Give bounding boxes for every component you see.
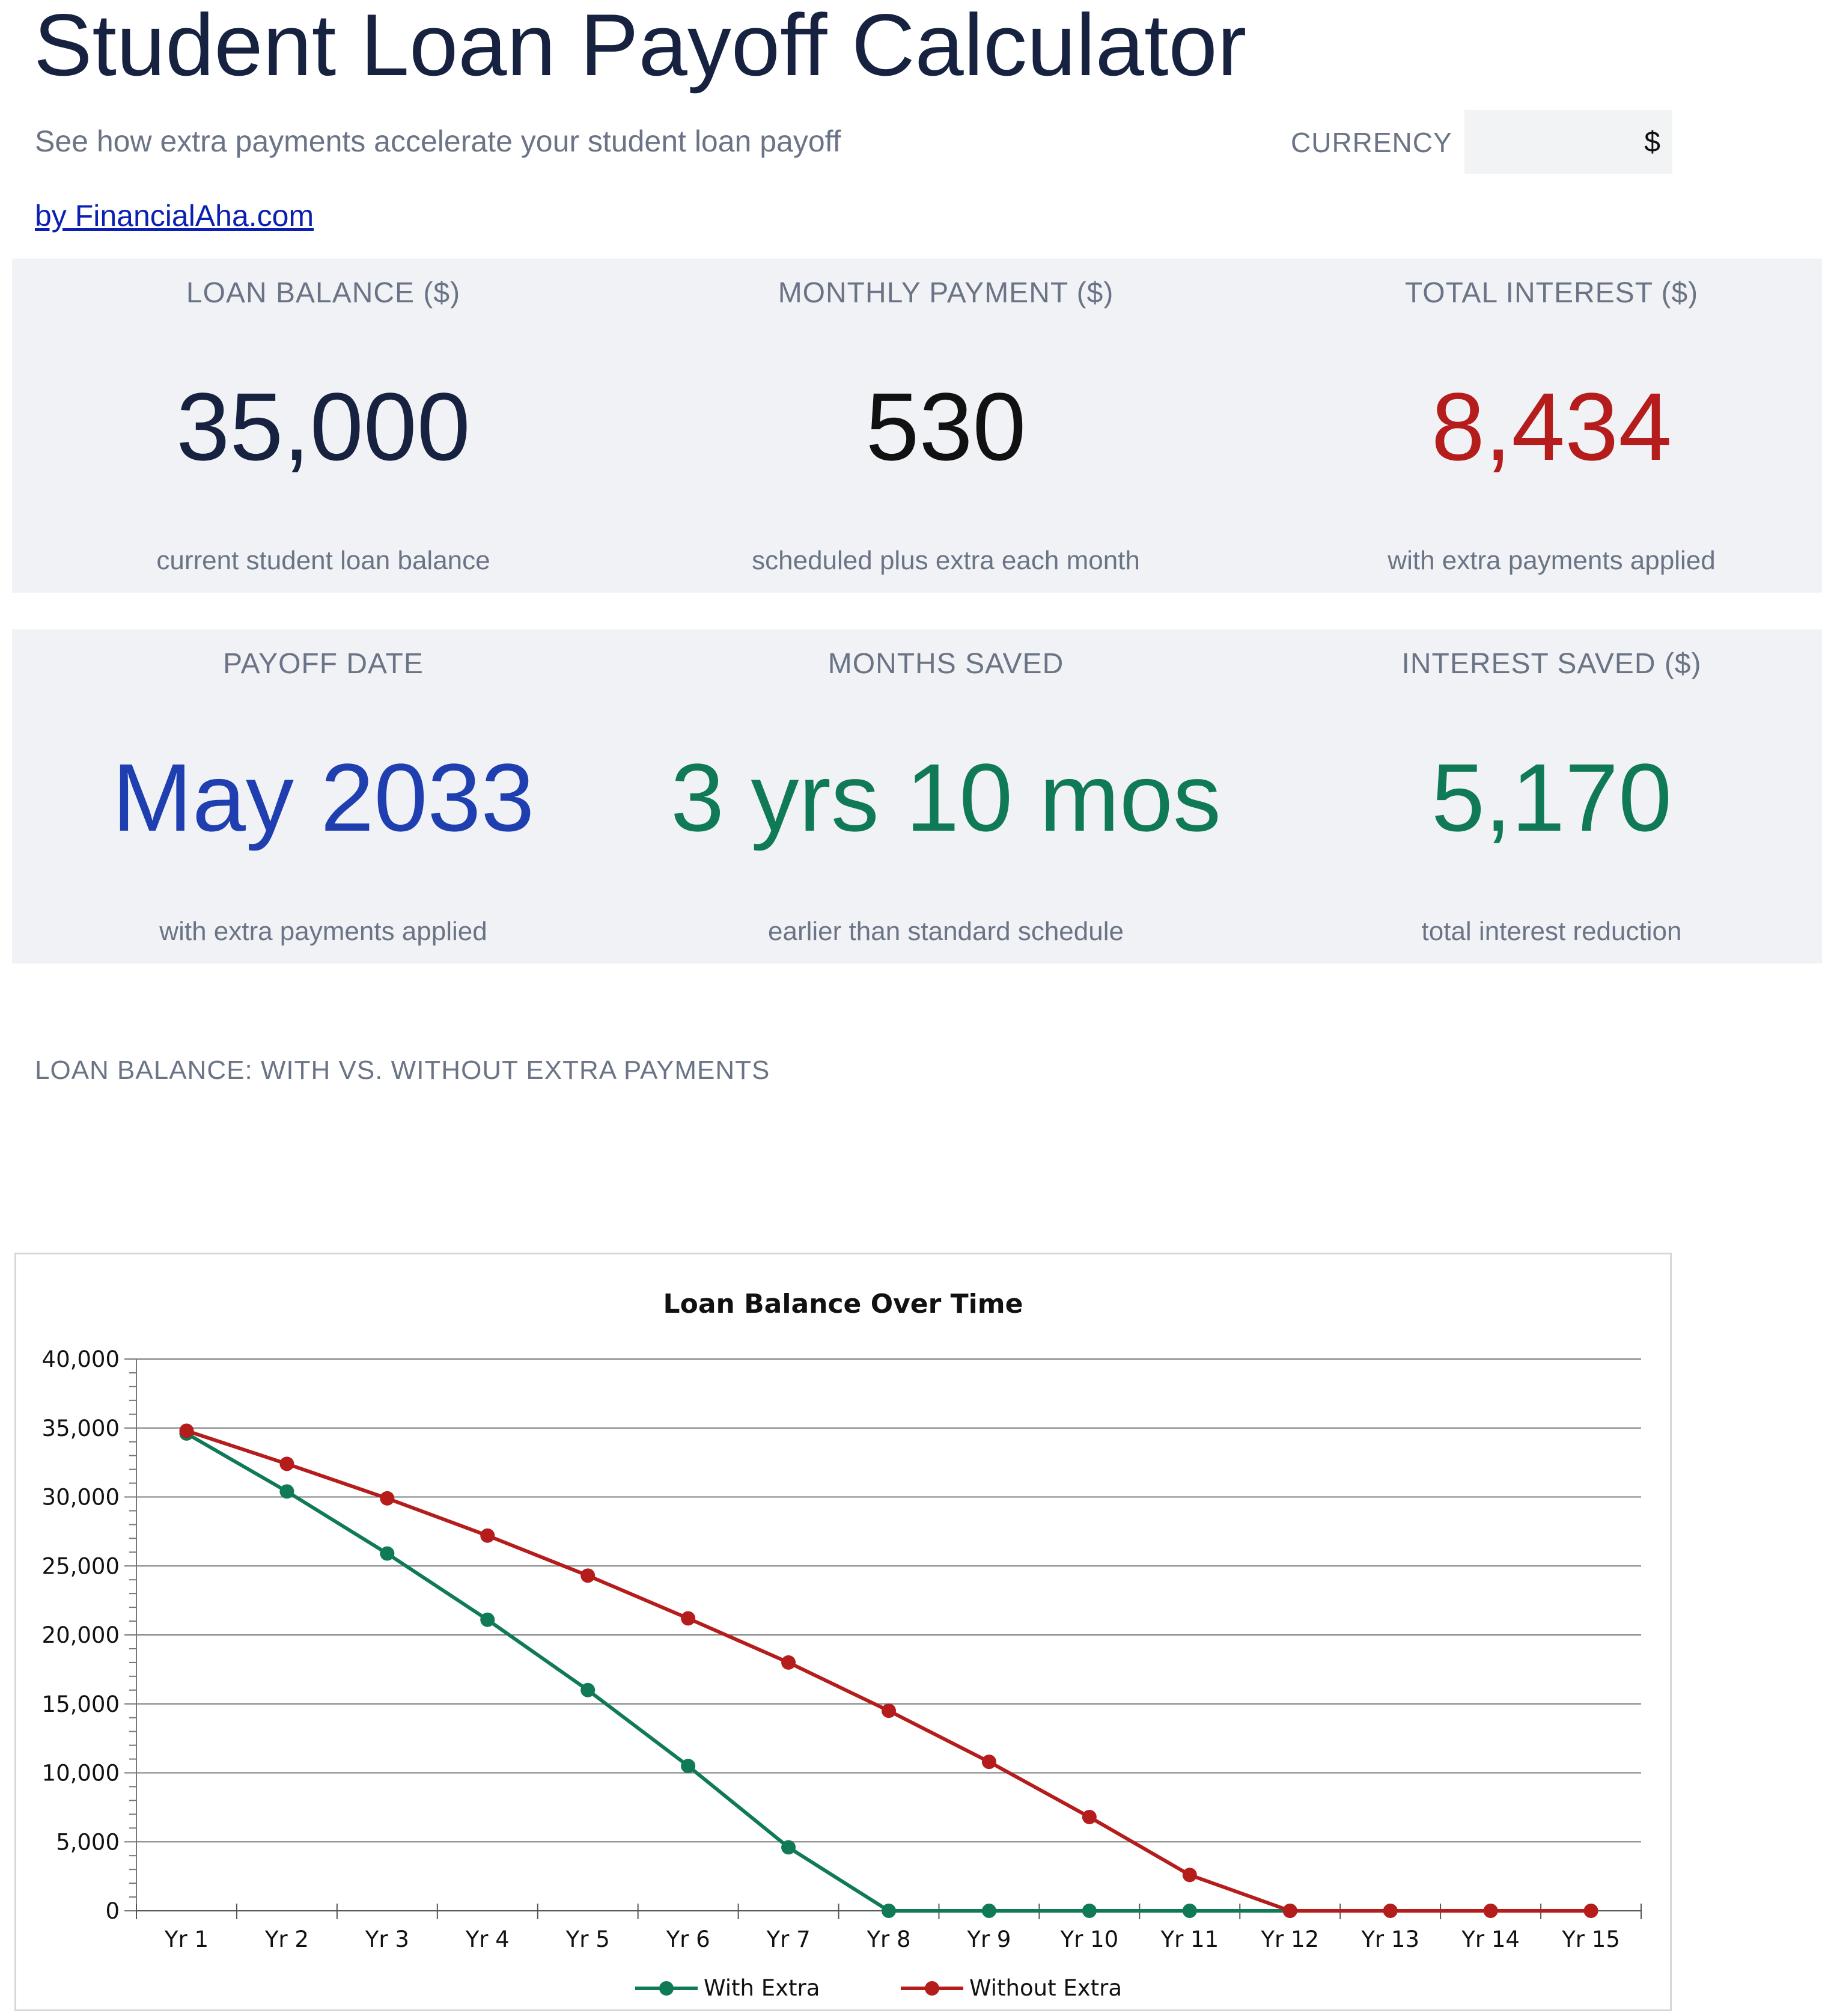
x-tick-label: Yr 12 [1260,1926,1319,1952]
y-tick-label: 0 [105,1898,120,1924]
page-subtitle: See how extra payments accelerate your s… [35,124,841,158]
months-saved-label: MONTHS SAVED [827,648,1064,680]
x-tick-label: Yr 3 [365,1926,409,1952]
data-point [981,1755,996,1770]
y-tick-label: 40,000 [42,1346,120,1372]
x-tick-label: Yr 14 [1461,1926,1520,1952]
interest-saved-label: INTEREST SAVED ($) [1401,648,1702,680]
total-interest-card: TOTAL INTEREST ($) 8,434 with extra paym… [1257,258,1822,593]
y-tick-label: 20,000 [42,1622,120,1648]
chart-title: Loan Balance Over Time [663,1289,1023,1319]
monthly-payment-card: MONTHLY PAYMENT ($) 530 scheduled plus e… [635,258,1257,593]
x-tick-label: Yr 5 [565,1926,610,1952]
total-interest-label: TOTAL INTEREST ($) [1404,277,1699,309]
legend-swatch-marker [925,1981,939,1996]
summary-panel-bottom: PAYOFF DATE May 2033 with extra payments… [12,629,1822,964]
data-point [179,1423,194,1438]
monthly-payment-value: 530 [865,373,1026,480]
total-interest-value: 8,434 [1431,373,1672,480]
currency-input[interactable] [1464,110,1672,174]
chart-canvas: Loan Balance Over Time 0 5,000 10,000 15,00… [42,1289,1642,2001]
x-tick-label: Yr 2 [264,1926,309,1952]
y-tick-label: 35,000 [42,1416,120,1441]
x-tick-label: Yr 13 [1360,1926,1419,1952]
x-tick-label: Yr 4 [465,1926,510,1952]
months-saved-value: 3 yrs 10 mos [671,744,1221,851]
x-tick-label: Yr 7 [766,1926,811,1952]
interest-saved-card: INTEREST SAVED ($) 5,170 total interest … [1257,629,1822,964]
total-interest-desc: with extra payments applied [1388,546,1716,575]
loan-balance-label: LOAN BALANCE ($) [186,277,461,309]
legend-label: With Extra [704,1975,820,2001]
monthly-payment-desc: scheduled plus extra each month [752,546,1140,575]
y-tick-label: 25,000 [42,1553,120,1579]
data-point [580,1568,596,1583]
data-point [1383,1904,1398,1918]
series-line [185,1432,1290,1913]
loan-balance-value: 35,000 [176,373,471,480]
data-point [882,1703,896,1718]
data-point [781,1840,796,1855]
data-point [1483,1904,1498,1918]
payoff-date-value: May 2033 [112,744,535,851]
page-title: Student Loan Payoff Calculator [34,0,1247,94]
monthly-payment-label: MONTHLY PAYMENT ($) [778,277,1114,309]
legend-label: Without Extra [969,1975,1122,2001]
data-point [882,1904,896,1918]
data-point [1082,1904,1097,1918]
data-point [1182,1868,1197,1883]
currency-label: CURRENCY [1291,127,1452,158]
data-point [279,1484,294,1499]
payoff-date-card: PAYOFF DATE May 2033 with extra payments… [12,629,635,964]
loan-balance-desc: current student loan balance [156,546,490,575]
data-point [1282,1904,1297,1918]
months-saved-card: MONTHS SAVED 3 yrs 10 mos earlier than s… [635,629,1257,964]
data-point [1583,1904,1598,1918]
x-tick-label: Yr 15 [1561,1926,1620,1952]
data-point [380,1491,395,1506]
financialaha-link[interactable]: by FinancialAha.com [35,199,314,233]
series-line [186,1429,1591,1913]
data-point [279,1456,294,1471]
interest-saved-desc: total interest reduction [1421,917,1682,946]
payoff-date-desc: with extra payments applied [159,917,487,946]
payoff-date-label: PAYOFF DATE [223,648,424,680]
y-tick-label: 10,000 [42,1761,120,1786]
y-tick-label: 15,000 [42,1691,120,1717]
data-point [380,1546,395,1561]
x-tick-label: Yr 11 [1160,1926,1219,1952]
data-point [681,1611,696,1626]
data-point [480,1612,495,1627]
data-point [580,1682,596,1697]
x-tick-label: Yr 10 [1060,1926,1119,1952]
data-point [981,1904,996,1918]
chart-section-label: LOAN BALANCE: WITH VS. WITHOUT EXTRA PAY… [35,1055,770,1085]
x-tick-label: Yr 8 [866,1926,910,1952]
x-tick-label: Yr 6 [666,1926,710,1952]
loan-balance-chart: Loan Balance Over Time 0 5,000 10,000 15,00… [14,1253,1672,2011]
data-point [1182,1904,1197,1918]
summary-panel-top: LOAN BALANCE ($) 35,000 current student … [12,258,1822,593]
y-tick-label: 30,000 [42,1485,120,1510]
data-point [781,1655,796,1670]
data-point [681,1759,696,1774]
data-point [480,1528,495,1543]
legend-swatch-marker [659,1981,674,1996]
y-tick-label: 5,000 [56,1829,120,1855]
months-saved-desc: earlier than standard schedule [768,917,1124,946]
data-point [1082,1809,1097,1824]
x-tick-label: Yr 9 [966,1926,1011,1952]
interest-saved-value: 5,170 [1431,744,1672,851]
x-tick-label: Yr 1 [164,1926,209,1952]
loan-balance-card: LOAN BALANCE ($) 35,000 current student … [12,258,635,593]
